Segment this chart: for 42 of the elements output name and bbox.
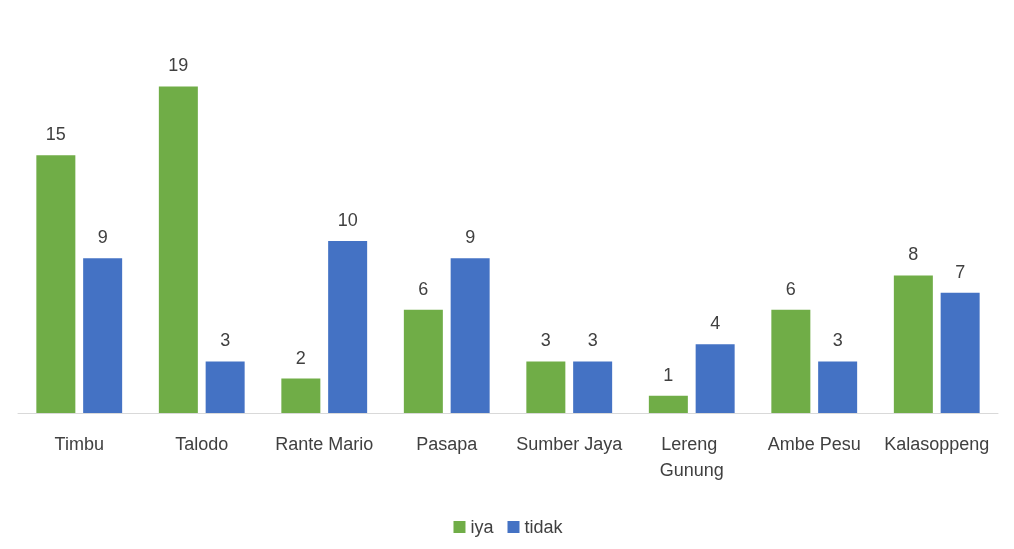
bar xyxy=(36,155,76,413)
bar xyxy=(281,378,321,413)
data-label: 8 xyxy=(908,244,919,265)
bar xyxy=(328,241,368,413)
bar xyxy=(526,361,566,413)
data-label: 2 xyxy=(295,347,306,368)
bar xyxy=(893,275,933,413)
x-tick-label: Ambe Pesu xyxy=(767,434,861,454)
bar xyxy=(158,86,198,413)
data-label: 6 xyxy=(418,278,429,299)
x-tick-label: Talodo xyxy=(175,434,229,454)
x-tick-label: Rante Mario xyxy=(275,434,374,454)
bar xyxy=(940,292,980,413)
bar xyxy=(771,309,811,413)
data-label: 3 xyxy=(540,330,551,351)
data-label: 4 xyxy=(710,313,721,334)
bar xyxy=(695,344,735,413)
data-label: 7 xyxy=(955,261,966,282)
data-label: 3 xyxy=(220,330,231,351)
bar xyxy=(573,361,613,413)
data-label: 9 xyxy=(97,227,108,248)
bar xyxy=(205,361,245,413)
bar xyxy=(83,258,123,413)
data-label: 1 xyxy=(663,364,674,385)
x-tick-label: Pasapa xyxy=(416,434,479,454)
bar xyxy=(450,258,490,413)
data-label: 9 xyxy=(465,227,476,248)
data-label: 3 xyxy=(832,330,843,351)
x-tick-label: Sumber Jaya xyxy=(516,434,624,454)
legend-label: tidak xyxy=(524,517,564,537)
data-label: 6 xyxy=(785,278,796,299)
data-label: 15 xyxy=(45,124,66,145)
data-label: 3 xyxy=(587,330,598,351)
data-label: 10 xyxy=(337,210,358,231)
legend-label: iya xyxy=(470,517,495,537)
bar xyxy=(818,361,858,413)
bar xyxy=(648,395,688,413)
x-tick-label: Kalasoppeng xyxy=(884,434,990,454)
bar xyxy=(403,309,443,413)
data-label: 19 xyxy=(168,55,189,76)
x-tick-label: Timbu xyxy=(54,434,104,454)
x-tick-label: Lereng Gunung xyxy=(659,434,724,480)
